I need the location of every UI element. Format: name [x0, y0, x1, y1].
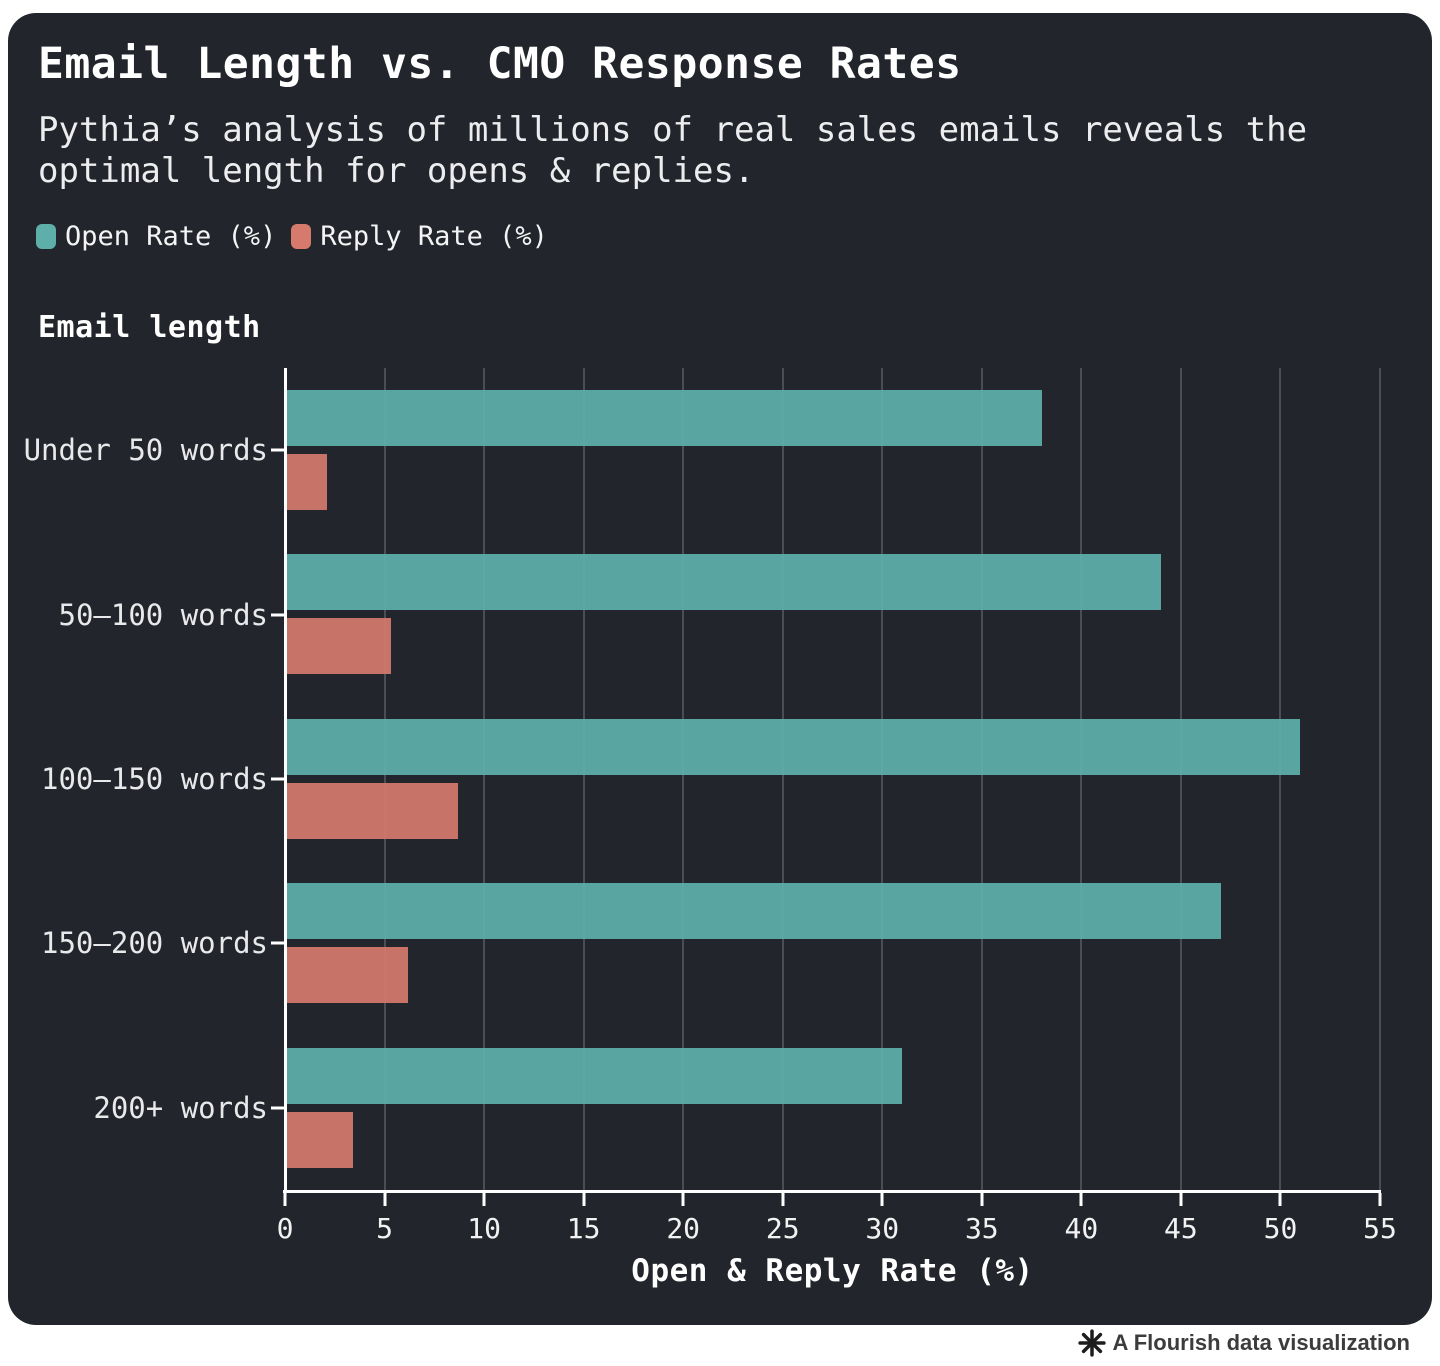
- gridline: [1080, 368, 1083, 1190]
- flourish-asterisk-icon: [1077, 1329, 1106, 1357]
- open-rate-bar: [285, 883, 1221, 940]
- reply-rate-bar: [285, 618, 391, 675]
- x-tick-label: 40: [1064, 1212, 1099, 1245]
- legend: Open Rate (%) Reply Rate (%): [36, 221, 548, 252]
- x-tick: [1079, 1193, 1083, 1206]
- category-tick: [271, 448, 285, 452]
- x-tick-label: 20: [666, 1212, 701, 1245]
- legend-label: Open Rate (%): [65, 221, 277, 252]
- x-axis-title: Open & Reply Rate (%): [631, 1253, 1034, 1289]
- x-tick-label: 35: [964, 1212, 999, 1245]
- bar-group: 150–200 words: [41, 861, 1380, 1025]
- legend-item: Reply Rate (%): [291, 221, 548, 252]
- x-tick: [980, 1193, 984, 1206]
- legend-swatch: [36, 224, 56, 249]
- bar-group: 200+ words: [93, 1026, 1380, 1190]
- category-tick: [271, 777, 285, 781]
- reply-rate-bar: [285, 454, 327, 510]
- gridline: [1379, 368, 1381, 1190]
- gridline: [682, 368, 685, 1190]
- gridline: [483, 368, 486, 1190]
- open-rate-bar: [285, 554, 1161, 611]
- bar-group: 100–150 words: [41, 697, 1380, 861]
- plot-area: Under 50 words 50–100 words 100–150 words 1…: [24, 368, 1381, 1190]
- gridline: [582, 368, 585, 1190]
- reply-rate-bar: [285, 1111, 353, 1168]
- category-label: 200+ words: [93, 1090, 268, 1125]
- category-label: Under 50 words: [23, 433, 268, 468]
- chart-title: Email Length vs. CMO Response Rates: [38, 39, 962, 89]
- x-tick: [880, 1193, 884, 1206]
- x-tick: [482, 1193, 486, 1206]
- open-rate-bar: [285, 1047, 903, 1104]
- category-label: 150–200 words: [41, 926, 268, 961]
- x-tick-label: 15: [566, 1212, 601, 1245]
- x-tick: [781, 1193, 785, 1206]
- x-tick: [283, 1193, 287, 1206]
- open-rate-bar: [285, 718, 1301, 775]
- legend-swatch: [291, 224, 312, 249]
- gridline: [383, 368, 386, 1190]
- open-rate-bar: [285, 390, 1042, 446]
- x-tick-label: 5: [376, 1212, 393, 1245]
- x-axis-line: [283, 1190, 1381, 1193]
- x-axis: 0 5 10 15 20 25 30 35 40 45 50 55: [277, 1190, 1397, 1246]
- legend-item: Open Rate (%): [36, 221, 276, 252]
- x-tick: [1179, 1193, 1183, 1206]
- legend-label: Reply Rate (%): [320, 221, 548, 252]
- chart-card: Email Length vs. CMO Response Rates Pyth…: [8, 13, 1432, 1325]
- gridline: [980, 368, 983, 1190]
- bar-group: Under 50 words: [24, 368, 1380, 532]
- y-axis-line: [284, 368, 287, 1190]
- x-tick-label: 30: [865, 1212, 900, 1245]
- category-tick: [271, 941, 285, 945]
- x-tick-label: 50: [1263, 1212, 1298, 1245]
- gridline: [1179, 368, 1182, 1190]
- bar-group: 50–100 words: [58, 532, 1380, 696]
- x-tick: [1378, 1193, 1382, 1206]
- category-label: 100–150 words: [41, 761, 268, 796]
- x-tick-label: 55: [1363, 1212, 1397, 1245]
- x-tick-label: 25: [765, 1212, 800, 1245]
- x-tick: [1278, 1193, 1282, 1206]
- gridline: [781, 368, 784, 1190]
- reply-rate-bar: [285, 947, 409, 1004]
- flourish-credit[interactable]: A Flourish data visualization: [1077, 1329, 1410, 1357]
- x-tick-label: 45: [1164, 1212, 1198, 1245]
- category-tick: [271, 1106, 285, 1110]
- reply-rate-bar: [285, 782, 459, 839]
- x-tick: [582, 1193, 586, 1206]
- category-label: 50–100 words: [58, 597, 268, 632]
- chart-subtitle: Pythia’s analysis of millions of real sa…: [38, 110, 1308, 192]
- x-tick-label: 10: [467, 1212, 501, 1245]
- flourish-credit-label: A Flourish data visualization: [1112, 1330, 1410, 1355]
- x-tick-label: 0: [276, 1212, 294, 1245]
- x-tick: [383, 1193, 387, 1206]
- gridline: [1279, 368, 1282, 1190]
- y-axis-title: Email length: [38, 310, 261, 345]
- gridline: [881, 368, 884, 1190]
- x-tick: [681, 1193, 685, 1206]
- category-tick: [271, 613, 285, 617]
